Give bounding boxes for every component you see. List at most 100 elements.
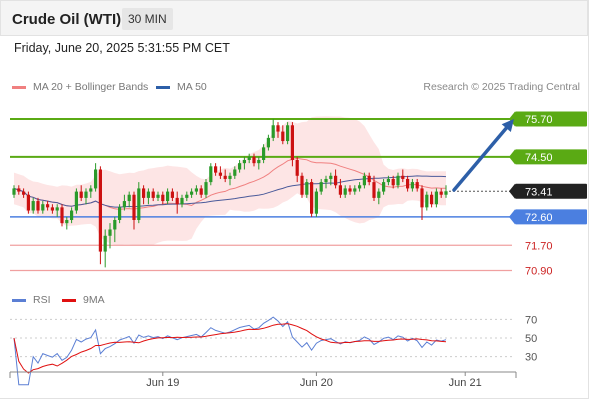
candle-body: [170, 191, 174, 198]
candle-body: [252, 156, 256, 164]
candle-body: [175, 197, 179, 205]
candle-body: [65, 220, 69, 224]
candle-body: [391, 178, 395, 186]
level-badge-pointer-72.60: [509, 209, 515, 225]
legend-9ma-swatch: [62, 298, 76, 302]
current-price-badge-pointer: [509, 183, 515, 199]
candle-body: [319, 182, 323, 192]
legend-rsi-swatch: [12, 298, 26, 302]
candle-body: [89, 188, 93, 192]
level-label-70.90: 70.90: [525, 266, 553, 278]
candle-body: [439, 191, 443, 195]
candle-body: [238, 163, 242, 170]
candle-body: [271, 125, 275, 138]
legend-ma20: MA 20 + Bollinger Bands: [12, 81, 148, 93]
candle-body: [74, 191, 78, 211]
interval-button[interactable]: 30 MIN: [122, 8, 173, 30]
candle-body: [281, 131, 285, 142]
candle-body: [46, 204, 50, 208]
candle-body: [434, 191, 438, 205]
rsi-tick-70: 70: [525, 314, 537, 326]
candle-body: [430, 194, 434, 205]
candle-body: [396, 175, 400, 186]
level-badge-75.70: [515, 111, 587, 127]
candle-body: [151, 191, 155, 198]
candle-body: [142, 188, 146, 198]
candle-body: [41, 204, 45, 211]
candle-body: [190, 191, 194, 195]
level-label-71.70: 71.70: [525, 240, 553, 252]
level-label-72.60: 72.60: [525, 212, 553, 224]
rsi-line: [13, 316, 447, 386]
chart-header: Crude Oil (WTI) 30 MIN: [0, 0, 588, 36]
candle-body: [137, 188, 141, 220]
candle-body: [26, 194, 30, 211]
candle-body: [425, 194, 429, 208]
candle-body: [233, 169, 237, 176]
legend-9ma: 9MA: [62, 294, 105, 306]
candle-body: [300, 175, 304, 195]
candle-body: [146, 191, 150, 198]
candle-body: [122, 201, 126, 208]
candle-body: [113, 220, 117, 230]
candle-body: [98, 169, 102, 252]
candle-body: [324, 178, 328, 183]
level-badge-pointer-74.50: [509, 149, 515, 165]
candle-body: [55, 207, 59, 211]
candle-body: [94, 169, 98, 189]
candle-body: [60, 207, 64, 224]
candle-body: [218, 172, 222, 176]
rsi-tick-50: 50: [525, 333, 537, 345]
candle-body: [367, 175, 371, 183]
candle-body: [343, 188, 347, 195]
level-label-75.70: 75.70: [525, 114, 553, 126]
candle-body: [12, 188, 16, 195]
candle-body: [358, 185, 362, 189]
x-tick-label-Jun-21: Jun 21: [449, 377, 482, 389]
candle-body: [257, 160, 261, 164]
rsi-9ma-line: [13, 323, 447, 374]
candle-body: [338, 185, 342, 195]
legend-rsi: RSI: [12, 294, 51, 306]
candle-body: [84, 191, 88, 198]
candle-body: [362, 175, 366, 186]
forecast-arrow-shaft: [452, 126, 509, 192]
candle-body: [118, 207, 122, 220]
candle-body: [156, 194, 160, 198]
candle-body: [410, 182, 414, 189]
candle-body: [70, 210, 74, 220]
candle-body: [444, 191, 448, 195]
candle-body: [194, 188, 198, 192]
candle-body: [228, 175, 232, 179]
candle-body: [266, 137, 270, 148]
candle-body: [161, 194, 165, 202]
legend-9ma-label: 9MA: [83, 294, 105, 306]
candle-body: [204, 182, 208, 195]
legend-ma20-label: MA 20 + Bollinger Bands: [33, 81, 149, 93]
candle-body: [223, 175, 227, 179]
candles-group: [12, 118, 448, 268]
candle-body: [314, 191, 318, 214]
candle-body: [127, 194, 131, 202]
x-tick-label-Jun-19: Jun 19: [146, 377, 179, 389]
candle-body: [36, 201, 40, 211]
timestamp: Friday, June 20, 2025 5:31:55 PM CET: [14, 41, 230, 55]
candle-body: [199, 188, 203, 195]
candle-body: [329, 175, 333, 179]
candle-body: [386, 178, 390, 183]
legend-ma50-swatch: [156, 85, 170, 89]
current-price-badge: [515, 183, 587, 199]
candle-body: [22, 191, 26, 195]
candle-body: [401, 175, 405, 179]
forecast-arrow-head: [501, 118, 514, 132]
candle-body: [276, 125, 280, 132]
candle-body: [50, 207, 54, 211]
level-badge-pointer-75.70: [509, 111, 515, 127]
candle-body: [372, 182, 376, 198]
candle-body: [295, 160, 299, 176]
candle-body: [247, 156, 251, 160]
level-badge-72.60: [515, 209, 587, 225]
candle-body: [108, 229, 112, 236]
copyright-notice: Research © 2025 Trading Central: [423, 81, 580, 93]
